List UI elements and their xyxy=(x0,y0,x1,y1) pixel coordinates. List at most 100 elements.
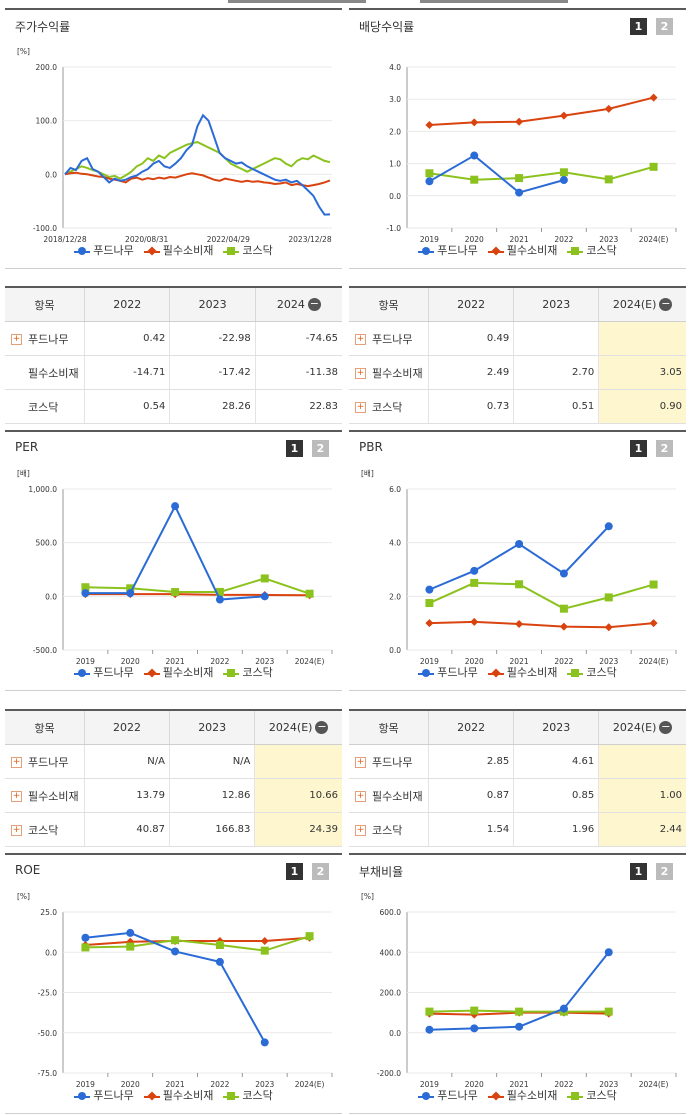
view-1-button[interactable]: 1 xyxy=(630,18,647,35)
x-tick-label: 2024(E) xyxy=(639,1080,669,1089)
series-line-2 xyxy=(85,936,310,947)
data-point xyxy=(126,589,135,598)
x-tick-label: 2023 xyxy=(599,1080,618,1089)
legend-marker xyxy=(223,1092,240,1100)
table-row: + 코스닥 0.73 0.51 0.90 xyxy=(349,389,686,424)
expand-plus-icon[interactable]: + xyxy=(355,757,366,768)
legend-item[interactable]: 필수소비재 xyxy=(487,664,557,680)
legend-label: 코스닥 xyxy=(586,666,617,679)
table-cell: 12.86 xyxy=(168,778,255,813)
data-point xyxy=(260,946,269,955)
x-tick-label: 2022 xyxy=(554,657,573,666)
data-point xyxy=(470,118,479,127)
column-header: 항목 xyxy=(5,286,85,322)
row-label: + 푸드나무 xyxy=(349,744,429,779)
legend-item[interactable]: 코스닥 xyxy=(567,1087,617,1103)
legend-item[interactable]: 코스닥 xyxy=(223,242,273,258)
view-2-button[interactable]: 2 xyxy=(312,863,329,880)
roe-chart: [%] 25.0 0.0 -25.0 -50.0 -75.0 2019 2020 2021 202… xyxy=(17,892,333,1089)
data-point xyxy=(260,1038,269,1047)
data-point xyxy=(559,168,568,177)
row-name: 코스닥 xyxy=(372,400,403,414)
x-tick-label: 2020 xyxy=(465,1080,484,1089)
legend-item[interactable]: 필수소비재 xyxy=(487,242,557,258)
collapse-column-icon[interactable]: − xyxy=(659,720,673,735)
legend-item[interactable]: 푸드나무 xyxy=(74,664,134,680)
data-point xyxy=(425,619,434,628)
legend-label: 코스닥 xyxy=(242,1089,273,1102)
legend-item[interactable]: 푸드나무 xyxy=(74,1087,134,1103)
panel-title: PBR xyxy=(359,440,383,454)
legend-label: 푸드나무 xyxy=(93,666,134,679)
expand-plus-icon[interactable]: + xyxy=(11,757,22,768)
y-tick-label: 200.0 xyxy=(380,989,402,998)
data-point xyxy=(515,117,524,126)
legend-item[interactable]: 푸드나무 xyxy=(418,664,478,680)
series-line-1 xyxy=(428,154,565,194)
dividend-yield-table: 항목 2022 2023 2024(E) − + 푸드나무 0.49 + 필수소비재 2.49 2.7… xyxy=(349,286,686,424)
legend-item[interactable]: 푸드나무 xyxy=(74,242,134,258)
chart-legend: 푸드나무 필수소비재 코스닥 xyxy=(5,242,342,258)
view-2-button[interactable]: 2 xyxy=(312,440,329,457)
view-2-button[interactable]: 2 xyxy=(656,440,673,457)
expand-plus-icon[interactable]: + xyxy=(355,791,366,802)
collapse-column-icon[interactable]: − xyxy=(307,297,321,312)
table-header-row: 항목 2022 2023 2024− xyxy=(5,286,342,322)
legend-item[interactable]: 푸드나무 xyxy=(418,242,478,258)
collapse-column-icon[interactable]: − xyxy=(315,720,329,735)
legend-label: 푸드나무 xyxy=(93,1089,134,1102)
table-cell: N/A xyxy=(168,744,255,779)
data-point xyxy=(425,177,434,186)
legend-item[interactable]: 코스닥 xyxy=(223,664,273,680)
view-1-button[interactable]: 1 xyxy=(630,440,647,457)
row-name: 푸드나무 xyxy=(372,332,413,346)
table-cell: 1.96 xyxy=(513,812,599,847)
expand-plus-icon[interactable]: + xyxy=(355,368,366,379)
y-tick-label: 4.0 xyxy=(389,539,401,548)
view-2-button[interactable]: 2 xyxy=(656,18,673,35)
collapse-column-icon[interactable]: − xyxy=(659,297,673,312)
y-tick-label: 2.0 xyxy=(389,127,401,136)
x-tick-label: 2023/12/28 xyxy=(288,235,331,244)
legend-item[interactable]: 필수소비재 xyxy=(143,664,213,680)
data-point xyxy=(470,1006,479,1015)
expand-plus-icon[interactable]: + xyxy=(355,825,366,836)
unit-label: [%] xyxy=(17,47,30,56)
y-tick-label: 500.0 xyxy=(36,539,58,548)
debt-ratio-chart: [%] 600.0 400.0 200.0 0.0 -200.0 2019 2020 2021 2… xyxy=(361,892,677,1089)
expand-plus-icon[interactable]: + xyxy=(11,791,22,802)
expand-plus-icon[interactable]: + xyxy=(11,334,22,345)
x-tick-label: 2024(E) xyxy=(639,235,669,244)
row-name: 푸드나무 xyxy=(28,755,69,769)
table-cell: 2.44 xyxy=(598,812,686,847)
panel-title: 주가수익률 xyxy=(15,20,71,34)
expand-plus-icon[interactable]: + xyxy=(355,334,366,345)
view-1-button[interactable]: 1 xyxy=(630,863,647,880)
row-name: 코스닥 xyxy=(372,823,403,837)
table-row: + 필수소비재 13.79 12.86 10.66 xyxy=(5,778,342,813)
view-1-button[interactable]: 1 xyxy=(286,440,303,457)
legend-item[interactable]: 코스닥 xyxy=(223,1087,273,1103)
legend-item[interactable]: 코스닥 xyxy=(567,664,617,680)
expand-plus-icon[interactable]: + xyxy=(355,402,366,413)
view-2-button[interactable]: 2 xyxy=(656,863,673,880)
expand-plus-icon[interactable]: + xyxy=(11,825,22,836)
legend-marker xyxy=(74,247,91,255)
legend-item[interactable]: 코스닥 xyxy=(567,242,617,258)
data-point xyxy=(260,574,269,583)
table-cell: 1.54 xyxy=(428,812,514,847)
x-tick-label: 2022 xyxy=(554,1080,573,1089)
legend-item[interactable]: 필수소비재 xyxy=(143,1087,213,1103)
row-label: + 필수소비재 xyxy=(349,355,429,390)
legend-item[interactable]: 필수소비재 xyxy=(487,1087,557,1103)
data-point xyxy=(81,933,90,942)
y-tick-label: -50.0 xyxy=(38,1029,58,1038)
y-tick-label: -1.0 xyxy=(386,224,401,233)
legend-item[interactable]: 푸드나무 xyxy=(418,1087,478,1103)
legend-item[interactable]: 필수소비재 xyxy=(143,242,213,258)
chart-legend: 푸드나무 필수소비재 코스닥 xyxy=(349,1087,686,1103)
view-1-button[interactable]: 1 xyxy=(286,863,303,880)
panel-title: PER xyxy=(15,440,39,454)
data-point xyxy=(425,169,434,178)
column-header: 2023 xyxy=(513,286,599,322)
